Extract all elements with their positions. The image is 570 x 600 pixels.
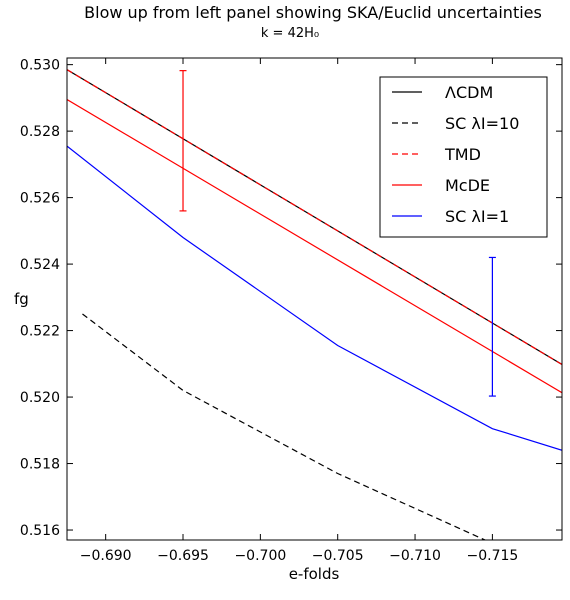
x-axis-label: e-folds bbox=[289, 565, 340, 583]
legend-label: McDE bbox=[445, 176, 490, 195]
legend-label: TMD bbox=[444, 145, 481, 164]
legend-label: SC λI=1 bbox=[445, 207, 509, 226]
x-tick-label: −0.695 bbox=[157, 548, 209, 564]
x-tick-label: −0.715 bbox=[466, 548, 518, 564]
legend-frame bbox=[379, 76, 548, 238]
y-tick-label: 0.524 bbox=[20, 257, 60, 273]
y-tick-label: 0.528 bbox=[20, 124, 60, 140]
legend-item-tmd: TMD bbox=[392, 145, 481, 164]
y-axis-label: fg bbox=[14, 290, 29, 308]
y-tick-label: 0.522 bbox=[20, 324, 60, 340]
error-bar bbox=[179, 70, 187, 212]
x-tick-label: −0.690 bbox=[80, 548, 132, 564]
chart-title: Blow up from left panel showing SKA/Eucl… bbox=[84, 3, 542, 22]
legend-item-mcde: McDE bbox=[392, 176, 490, 195]
legend-label: SC λI=10 bbox=[445, 114, 519, 133]
series-line-mcde bbox=[67, 99, 562, 394]
series-line-sc-i-10 bbox=[82, 313, 487, 540]
y-tick-label: 0.520 bbox=[20, 390, 60, 406]
x-tick-label: −0.700 bbox=[234, 548, 286, 564]
y-tick-label: 0.526 bbox=[20, 191, 60, 207]
series-line-tmd bbox=[67, 69, 562, 366]
legend-label: ΛCDM bbox=[445, 83, 493, 102]
errorbar-layer bbox=[179, 70, 496, 397]
legend-item-cdm: ΛCDM bbox=[392, 83, 493, 102]
x-axis: −0.690 −0.695 −0.700 −0.705 −0.710 −0.715 bbox=[80, 58, 518, 564]
y-tick-label: 0.518 bbox=[20, 457, 60, 473]
series-layer bbox=[67, 69, 562, 540]
y-tick-label: 0.530 bbox=[20, 58, 60, 74]
y-tick-label: 0.516 bbox=[20, 523, 60, 539]
legend: ΛCDM SC λI=10 TMD McDE SC λI=1 bbox=[379, 76, 548, 238]
x-tick-label: −0.710 bbox=[389, 548, 441, 564]
plot-frame bbox=[66, 57, 563, 541]
series-line-sc-i-1 bbox=[67, 145, 562, 451]
chart-subtitle: k = 42H₀ bbox=[261, 26, 319, 41]
y-axis: 0.516 0.518 0.520 0.522 0.524 0.526 0.528 0.530 bbox=[20, 58, 562, 539]
legend-item-sc-i-1: SC λI=1 bbox=[392, 207, 509, 226]
legend-item-sc-i-10: SC λI=10 bbox=[392, 114, 519, 133]
x-tick-label: −0.705 bbox=[312, 548, 364, 564]
error-bar bbox=[488, 256, 496, 397]
